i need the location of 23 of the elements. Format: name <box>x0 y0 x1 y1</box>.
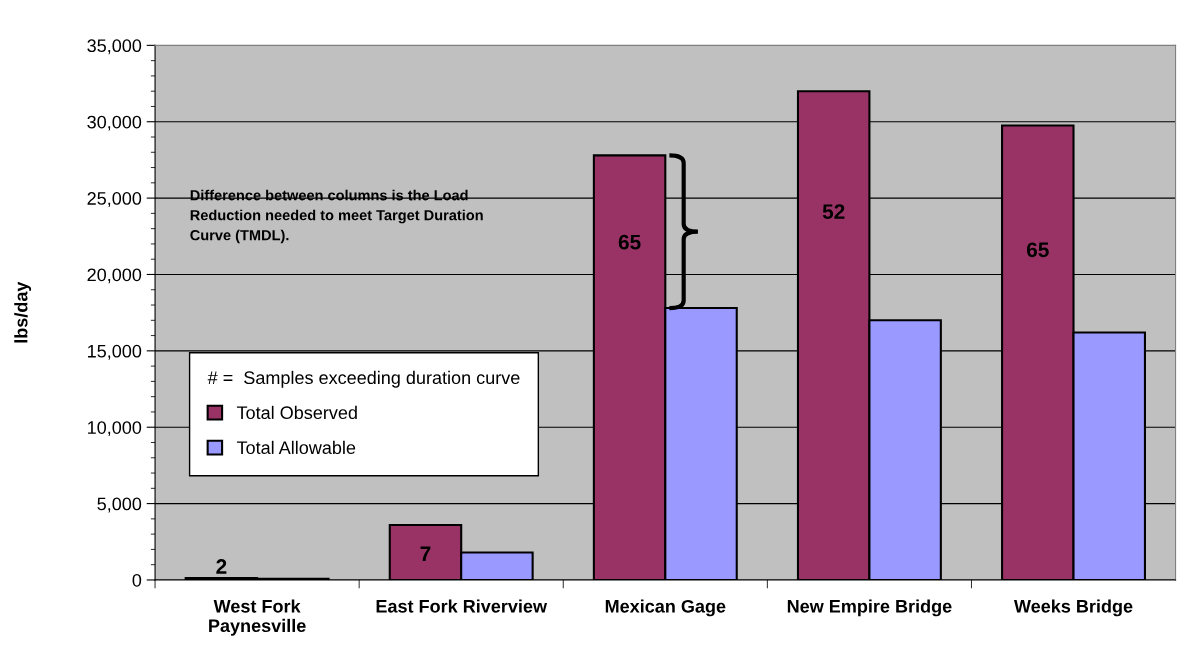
x-tick-label: Mexican Gage <box>605 599 726 617</box>
y-tick-label: 25,000 <box>87 192 142 207</box>
annotation: 65 <box>1026 242 1049 258</box>
annotation: 2 <box>216 559 227 574</box>
legend-title: # = Samples exceeding duration curve <box>207 370 520 388</box>
y-tick-label: 10,000 <box>88 421 142 437</box>
annotation: 52 <box>822 204 845 219</box>
y-tick-label: 30,000 <box>87 115 142 131</box>
y-tick-label: 5,000 <box>97 497 142 513</box>
legend-label: Total Observed <box>236 405 357 420</box>
x-tick-label: New Empire Bridge <box>787 599 952 617</box>
annotation: Difference between columns is the Load Reduction needed to meet Target Duration Curve (TMDL). <box>190 189 483 244</box>
annotation: 7 <box>420 546 431 561</box>
x-tick-label: East Fork Riverview <box>376 599 548 613</box>
annotation: 65 <box>618 234 641 250</box>
y-tick-label: 15,000 <box>88 344 142 360</box>
x-tick-label: West Fork Paynesville <box>209 599 306 636</box>
legend-label: Total Allowable <box>236 440 356 455</box>
y-tick-label: 35,000 <box>87 39 142 55</box>
y-tick-label: 0 <box>132 573 142 587</box>
y-axis-title: lbs/day <box>14 281 32 343</box>
y-tick-label: 20,000 <box>87 268 142 284</box>
x-tick-label: Weeks Bridge <box>1013 599 1133 617</box>
